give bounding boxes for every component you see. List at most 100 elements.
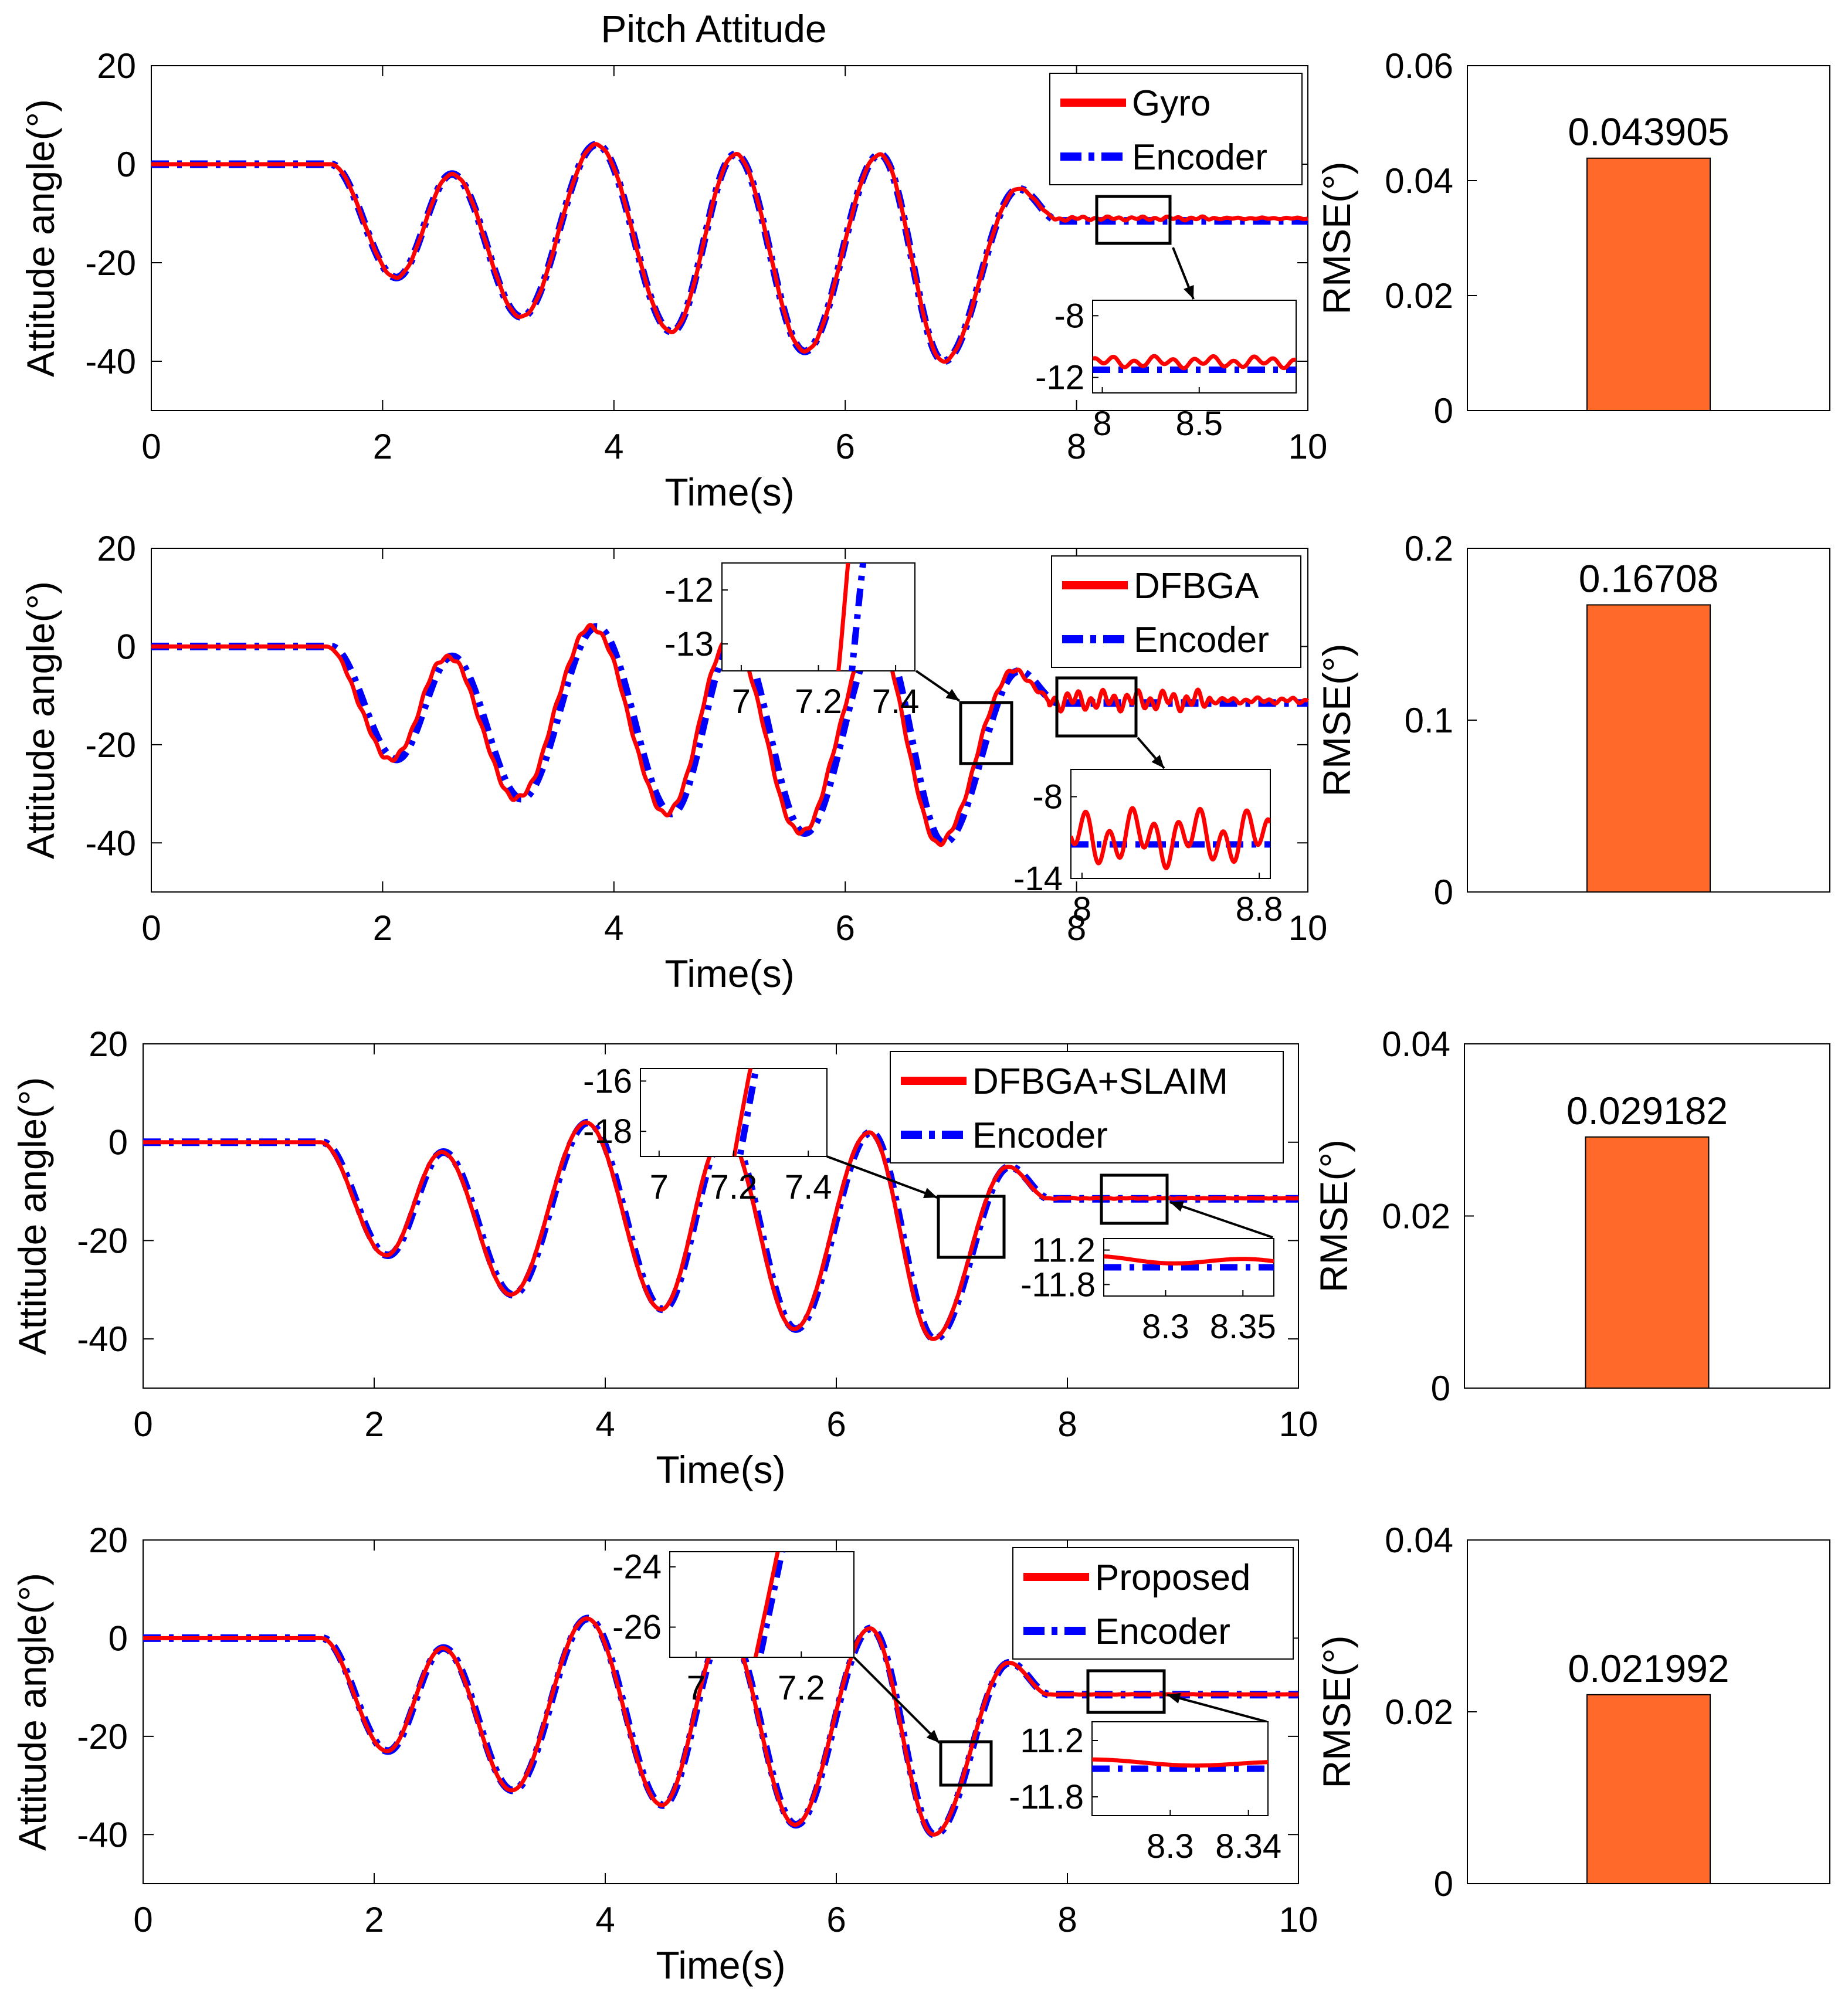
inset-x-tick-label: 8.3 [1147, 1827, 1194, 1865]
legend-box [1051, 555, 1301, 668]
y-tick-label: -20 [77, 1717, 128, 1756]
x-tick-label: 6 [826, 1405, 846, 1444]
inset-zoom-1: 7 7.2 -24 -26 [612, 1548, 993, 1787]
rmse-bar-chart-3: 0 0.02 0.04 0.029182 RMSE(°) [1312, 1025, 1830, 1408]
x-tick-label: 10 [1288, 427, 1328, 466]
inset-series [1092, 1757, 1268, 1772]
inset-zoom-1: 8 8.5 -8 -12 [1035, 195, 1297, 443]
y-tick-label: 0.04 [1382, 1025, 1450, 1064]
rmse-bar [1585, 1136, 1710, 1389]
legend: DFBGA Encoder [1051, 555, 1301, 668]
inset-zoom-2: 8.3 8.35 11.2-11.8 [1020, 1173, 1276, 1346]
x-tick-label: 0 [133, 1405, 152, 1444]
y-tick-label: 0.02 [1382, 1197, 1450, 1236]
y-axis-label: Attitude angle(°) [11, 1573, 54, 1851]
inset-y-tick-label: -12 [1035, 359, 1084, 397]
zoom-source-box [939, 1740, 993, 1787]
legend-box [1049, 73, 1303, 185]
y-axis-label: Attitude angle(°) [11, 1077, 54, 1355]
legend: Gyro Encoder [1049, 73, 1303, 185]
zoom-arrow-head [1167, 1692, 1181, 1704]
figure-title: Pitch Attitude [601, 7, 826, 50]
line-chart-2: 0 2 4 6 8 10 20 0 -20 -40 Time(s) Attitude angle(°)… [19, 529, 1327, 995]
y-tick-label: 20 [97, 46, 136, 86]
y-tick-label: 0 [117, 627, 136, 666]
inset-series [1104, 1254, 1274, 1271]
inset-series [1093, 354, 1296, 373]
y-tick-label: 0 [117, 145, 136, 184]
inset-series [732, 1068, 759, 1156]
y-axis-label: RMSE(°) [1315, 1635, 1358, 1788]
inset-y-tick-label: -11.8 [1009, 1778, 1084, 1816]
rmse-bar [1586, 604, 1711, 893]
inset-x-tick-label: 8 [1073, 890, 1091, 928]
inset-x-tick-label: 7 [650, 1168, 669, 1206]
x-tick-label: 2 [373, 908, 392, 948]
zoom-source-box [1086, 1669, 1166, 1714]
y-tick-label: 0 [1434, 1864, 1453, 1904]
inset-series [753, 1552, 785, 1657]
x-tick-label: 0 [141, 908, 161, 948]
inset-zoom-1: 7 7.2 7.4 -12 -13 [664, 562, 1013, 765]
inset-y-tick-label: -8 [1054, 297, 1084, 335]
y-tick-label: -40 [77, 1815, 128, 1854]
inset-y-tick-label: -14 [1013, 860, 1063, 898]
y-tick-label: -40 [85, 342, 136, 381]
inset-x-tick-label: 7.4 [785, 1168, 832, 1206]
legend-label: Encoder [1132, 137, 1267, 178]
x-tick-label: 4 [595, 1900, 615, 1939]
inset-y-tick-label: -24 [612, 1548, 662, 1586]
x-tick-label: 6 [836, 427, 855, 466]
x-tick-label: 2 [364, 1405, 384, 1444]
x-tick-label: 4 [604, 908, 623, 948]
y-tick-label: 0 [108, 1619, 128, 1658]
series-line-gyro [150, 142, 1310, 364]
plot-area-frame [143, 1539, 1299, 1884]
y-tick-label: -40 [77, 1319, 128, 1359]
rmse-bar-chart-1: 0 0.02 0.04 0.06 0.043905 RMSE(°) [1315, 46, 1830, 430]
zoom-arrow-head [945, 688, 959, 701]
y-axis-label: RMSE(°) [1315, 643, 1358, 796]
y-tick-label: 0.1 [1405, 701, 1453, 740]
y-tick-label: 0.06 [1385, 46, 1453, 86]
rmse-bar-chart-4: 0 0.02 0.04 0.021992 RMSE(°) [1315, 1521, 1830, 1904]
x-tick-label: 6 [826, 1900, 846, 1939]
inset-x-tick-label: 7.2 [710, 1168, 758, 1206]
y-axis-label: Attitude angle(°) [19, 99, 62, 377]
inset-y-tick-label: 11.2 [1020, 1722, 1084, 1760]
y-tick-label: 0 [1434, 391, 1453, 430]
rmse-value-label: 0.043905 [1568, 110, 1729, 154]
inset-y-tick-label: -26 [612, 1609, 662, 1647]
zoom-leader-arrow [853, 1656, 941, 1744]
legend-label: Encoder [1095, 1612, 1230, 1652]
y-tick-label: 0 [1434, 873, 1453, 912]
y-tick-label: -40 [85, 823, 136, 863]
legend-label: Encoder [1134, 620, 1269, 660]
y-tick-label: 0.02 [1385, 276, 1453, 316]
y-axis-label: RMSE(°) [1312, 1139, 1355, 1293]
zoom-arrow-head [1170, 1201, 1184, 1212]
y-axis-label: Attitude angle(°) [19, 581, 62, 859]
rmse-value-label: 0.021992 [1568, 1647, 1729, 1690]
x-tick-label: 4 [595, 1405, 615, 1444]
legend-label: DFBGA [1134, 566, 1259, 606]
x-tick-label: 10 [1279, 1900, 1318, 1939]
zoom-source-box [1055, 676, 1138, 738]
rmse-value-label: 0.16708 [1579, 557, 1719, 600]
line-chart-1: 0 2 4 6 8 10 20 0 -20 -40 Time(s) Attitude angle(°)… [19, 46, 1327, 514]
inset-x-tick-label: 7.2 [795, 683, 842, 721]
inset-frame [721, 562, 915, 671]
inset-line-measured [1093, 354, 1296, 371]
zoom-arrow-head [926, 1729, 940, 1743]
series-line-encoder [148, 623, 1311, 847]
x-tick-label: 2 [364, 1900, 384, 1939]
rmse-value-label: 0.029182 [1566, 1089, 1728, 1132]
y-tick-label: 0.02 [1385, 1692, 1453, 1732]
inset-zoom-2: 8 8.8 -8 -14 [1013, 676, 1283, 928]
legend: DFBGA+SLAIM Encoder [890, 1051, 1284, 1163]
inset-x-tick-label: 8.8 [1236, 890, 1283, 928]
inset-x-tick-label: 8.5 [1175, 405, 1223, 443]
x-tick-label: 0 [133, 1900, 152, 1939]
legend-label: DFBGA+SLAIM [972, 1061, 1228, 1102]
inset-x-tick-label: 8 [1093, 405, 1111, 443]
